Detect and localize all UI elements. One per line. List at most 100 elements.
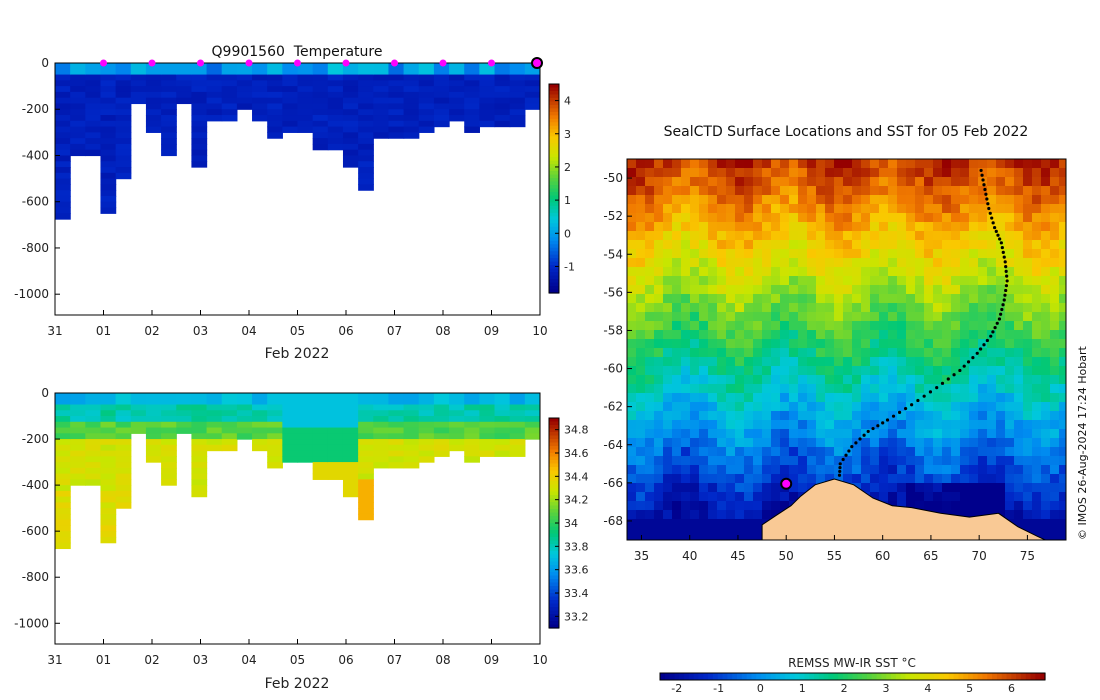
salinity-cell bbox=[418, 404, 435, 411]
sst-cell bbox=[798, 222, 808, 232]
temperature-cell bbox=[100, 97, 117, 105]
sst-cell bbox=[789, 195, 799, 205]
sst-cell bbox=[852, 168, 862, 178]
sst-cell bbox=[771, 483, 781, 493]
salinity-cell bbox=[236, 393, 253, 400]
sst-cell bbox=[933, 222, 943, 232]
sst-cell bbox=[807, 213, 817, 223]
lat-tick-label: -62 bbox=[603, 400, 623, 414]
sst-cell bbox=[753, 393, 763, 403]
sst-cell bbox=[789, 330, 799, 340]
sst-cell bbox=[771, 447, 781, 457]
salinity-cell bbox=[312, 421, 329, 429]
sst-cell bbox=[1041, 294, 1051, 304]
sst-cell bbox=[1050, 258, 1060, 268]
sst-cell bbox=[717, 195, 727, 205]
sst-cell bbox=[672, 501, 682, 511]
sst-colorbar: -2 -1 0 1 2 3 4 5 6 bbox=[659, 672, 1046, 695]
sst-cell bbox=[789, 231, 799, 241]
salinity-cell bbox=[100, 439, 117, 446]
sst-cell bbox=[798, 294, 808, 304]
sst-cell bbox=[672, 258, 682, 268]
sst-cell bbox=[762, 267, 772, 277]
sst-cell bbox=[933, 465, 943, 475]
temperature-cell bbox=[115, 86, 132, 93]
colorbar-segment bbox=[549, 523, 559, 528]
sst-cell bbox=[636, 411, 646, 421]
sst-cell bbox=[726, 177, 736, 187]
sst-cell bbox=[717, 177, 727, 187]
sst-cell bbox=[789, 312, 799, 322]
temperature-cell bbox=[191, 126, 208, 133]
temperature-cell bbox=[509, 80, 526, 87]
sst-cell bbox=[771, 195, 781, 205]
sst-cell bbox=[951, 411, 961, 421]
sst-cell bbox=[879, 159, 889, 169]
sst-cell bbox=[726, 411, 736, 421]
sst-field bbox=[627, 159, 1066, 540]
sst-colorbar-segment bbox=[929, 673, 935, 680]
sst-cell bbox=[1023, 519, 1033, 529]
colorbar-segment bbox=[549, 286, 559, 291]
temperature-cell bbox=[297, 103, 314, 110]
sst-cell bbox=[906, 267, 916, 277]
sst-cell bbox=[627, 447, 637, 457]
sst-cell bbox=[636, 321, 646, 331]
sst-cell bbox=[636, 348, 646, 358]
sst-cell bbox=[699, 186, 709, 196]
sst-cell bbox=[852, 213, 862, 223]
sst-cell bbox=[1050, 537, 1060, 540]
sst-cell bbox=[942, 474, 952, 484]
temperature-cell bbox=[115, 68, 132, 76]
x-tick-label: 10 bbox=[532, 653, 547, 667]
salinity-cell bbox=[161, 450, 177, 457]
sst-cell bbox=[969, 267, 979, 277]
sst-cell bbox=[996, 366, 1006, 376]
sst-cell bbox=[789, 177, 799, 187]
sst-cell bbox=[807, 204, 817, 214]
temperature-cell bbox=[161, 115, 177, 122]
sst-cell bbox=[870, 213, 880, 223]
sst-cell bbox=[843, 258, 853, 268]
sst-cell bbox=[735, 303, 745, 313]
temperature-cell bbox=[267, 91, 283, 99]
sst-cell bbox=[852, 276, 862, 286]
temperature-cell bbox=[161, 149, 177, 157]
sst-cell bbox=[834, 168, 844, 178]
salinity-cell bbox=[312, 467, 329, 475]
sst-cell bbox=[996, 447, 1006, 457]
sst-cell bbox=[780, 240, 790, 250]
temperature-cell bbox=[191, 91, 208, 99]
sst-cell bbox=[897, 483, 907, 493]
temperature-cell bbox=[524, 68, 540, 76]
temperature-cell bbox=[388, 63, 405, 70]
sst-cell bbox=[834, 420, 844, 430]
temperature-cell bbox=[236, 97, 253, 105]
temperature-cell bbox=[115, 155, 132, 162]
sst-cell bbox=[942, 321, 952, 331]
sst-cell bbox=[798, 429, 808, 439]
sst-cell bbox=[924, 276, 934, 286]
salinity-cell bbox=[161, 473, 177, 480]
salinity-cell bbox=[373, 439, 390, 446]
salinity-cell bbox=[449, 439, 465, 446]
sst-cell bbox=[852, 159, 862, 169]
sst-cell bbox=[852, 429, 862, 439]
salinity-cell bbox=[342, 456, 359, 463]
sst-cell bbox=[762, 474, 772, 484]
salinity-cell bbox=[100, 490, 117, 498]
temperature-cell bbox=[449, 63, 465, 70]
temperature-cell bbox=[494, 80, 511, 87]
sst-cell bbox=[870, 186, 880, 196]
salinity-cell bbox=[327, 404, 344, 411]
sst-cell bbox=[699, 195, 709, 205]
temperature-cell bbox=[55, 68, 71, 76]
sst-cell bbox=[681, 249, 691, 259]
sst-cell bbox=[654, 285, 664, 295]
profile-marker bbox=[100, 59, 107, 67]
temperature-cell bbox=[55, 195, 71, 203]
sst-cell bbox=[627, 519, 637, 529]
salinity-cell bbox=[418, 416, 435, 423]
sst-cell bbox=[834, 222, 844, 232]
sst-cell bbox=[762, 213, 772, 223]
